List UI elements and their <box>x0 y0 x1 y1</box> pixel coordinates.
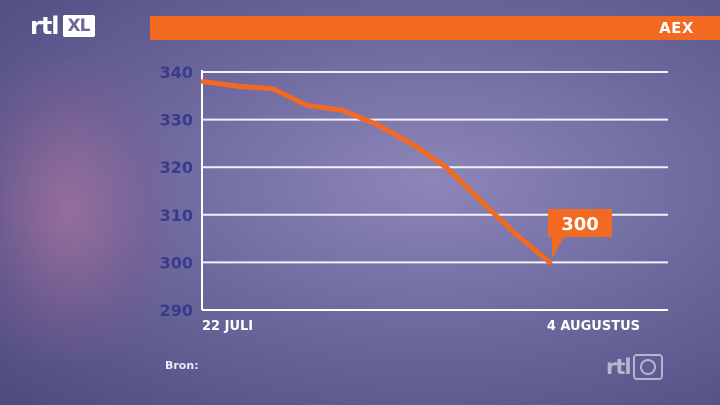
corner-logo-mark-icon <box>632 354 663 380</box>
annotation-label: 300 <box>561 214 599 235</box>
title-bar: AEX <box>150 16 720 40</box>
series-line <box>200 79 553 265</box>
logo-badge: XL <box>62 15 95 37</box>
x-tick-label-0: 22 JULI <box>202 319 253 334</box>
y-tick-label-290: 290 <box>160 301 193 320</box>
y-tick-label-310: 310 <box>160 206 193 225</box>
source-label: Bron: <box>165 359 199 372</box>
background-glow <box>0 60 170 360</box>
chart-title: AEX <box>659 19 694 37</box>
y-tick-label-340: 340 <box>160 63 193 82</box>
rtl-xl-logo: rtl XL <box>30 12 95 40</box>
y-tick-label-300: 300 <box>160 253 193 272</box>
y-tick-label-330: 330 <box>160 111 193 130</box>
y-tick-label-320: 320 <box>160 158 193 177</box>
annotation-callout <box>548 209 612 259</box>
corner-logo-text: rtl <box>606 355 632 379</box>
corner-rtl-logo: rtl <box>606 352 664 382</box>
logo-text: rtl <box>30 12 60 40</box>
x-tick-label-10: 4 AUGUSTUS <box>547 319 640 334</box>
